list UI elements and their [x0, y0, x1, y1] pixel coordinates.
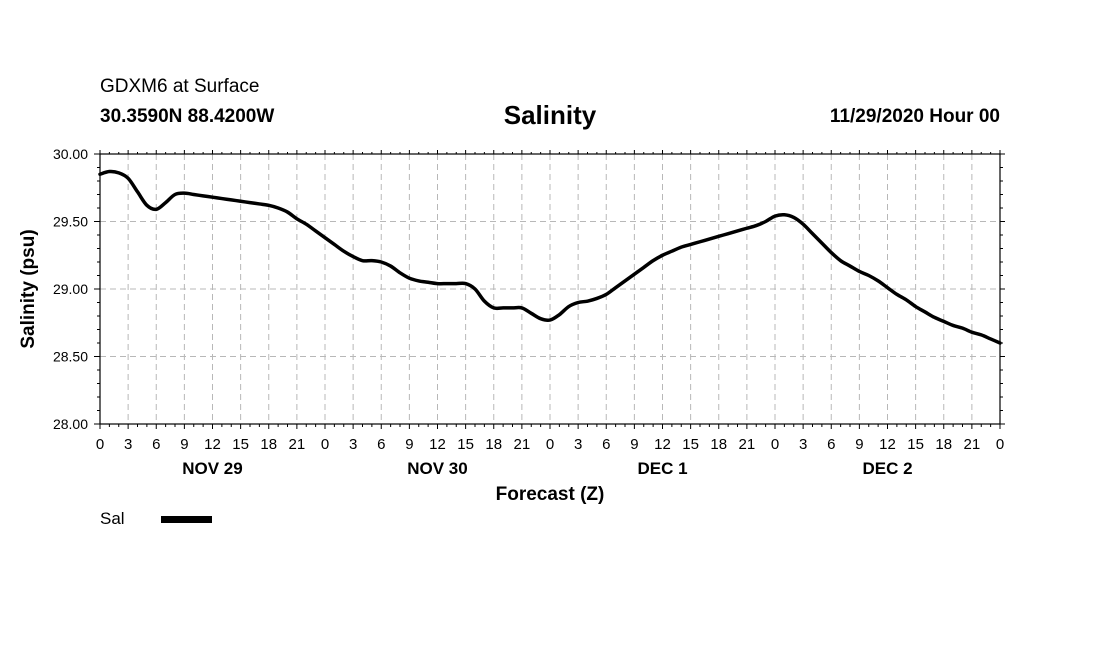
x-tick-label: 9 [405, 436, 413, 453]
legend-swatch [161, 516, 212, 523]
x-tick-label: 3 [349, 436, 357, 453]
x-tick-label: 0 [546, 436, 554, 453]
y-tick-label: 29.00 [53, 281, 88, 297]
x-tick-label: 21 [514, 436, 531, 453]
x-tick-label: 0 [771, 436, 779, 453]
x-tick-label: 18 [485, 436, 502, 453]
coordinates-label: 30.3590N 88.4200W [100, 106, 275, 127]
station-label: GDXM6 at Surface [100, 76, 260, 97]
y-tick-label: 30.00 [53, 146, 88, 162]
axis-ticks [94, 150, 1005, 429]
x-tick-label: 6 [602, 436, 610, 453]
x-axis-label: Forecast (Z) [496, 484, 605, 505]
x-tick-label: 3 [124, 436, 132, 453]
chart-title: Salinity [503, 100, 597, 130]
x-tick-labels: 0 3 6 9 12 15 18 21 0 3 6 9 12 15 18 21 0 3 6 9 12 15 18 21 0 3 6 9… [96, 436, 1004, 453]
series-line-sal [98, 169, 1002, 345]
day-label: DEC 2 [862, 459, 912, 478]
y-tick-label: 28.50 [53, 349, 88, 365]
x-tick-label: 0 [96, 436, 104, 453]
x-tick-label: 21 [964, 436, 981, 453]
y-tick-labels: 28.00 28.50 29.00 29.50 30.00 [53, 146, 88, 432]
y-tick-label: 29.50 [53, 214, 88, 230]
x-tick-label: 3 [574, 436, 582, 453]
x-tick-label: 12 [204, 436, 221, 453]
x-tick-label: 0 [996, 436, 1004, 453]
legend-label: Sal [100, 509, 125, 528]
day-label: NOV 29 [182, 459, 242, 478]
y-axis-label: Salinity (psu) [18, 229, 39, 348]
x-tick-label: 0 [321, 436, 329, 453]
x-tick-label: 21 [289, 436, 306, 453]
x-tick-label: 12 [879, 436, 896, 453]
x-tick-label: 9 [855, 436, 863, 453]
x-tick-label: 18 [935, 436, 952, 453]
day-label: DEC 1 [637, 459, 687, 478]
y-tick-label: 28.00 [53, 416, 88, 432]
x-tick-label: 9 [630, 436, 638, 453]
grid-lines [100, 154, 1000, 424]
x-tick-label: 6 [827, 436, 835, 453]
x-tick-label: 18 [710, 436, 727, 453]
forecast-run-time: 11/29/2020 Hour 00 [829, 106, 1000, 127]
x-tick-label: 21 [739, 436, 756, 453]
x-tick-label: 15 [457, 436, 474, 453]
x-tick-label: 6 [377, 436, 385, 453]
x-tick-label: 12 [429, 436, 446, 453]
x-tick-label: 15 [232, 436, 249, 453]
x-tick-label: 12 [654, 436, 671, 453]
x-tick-label: 3 [799, 436, 807, 453]
x-tick-label: 15 [907, 436, 924, 453]
x-tick-label: 15 [682, 436, 699, 453]
day-labels: NOV 29 NOV 30 DEC 1 DEC 2 [182, 459, 912, 478]
day-label: NOV 30 [407, 459, 467, 478]
x-tick-label: 18 [260, 436, 277, 453]
x-tick-label: 6 [152, 436, 160, 453]
x-tick-label: 9 [180, 436, 188, 453]
